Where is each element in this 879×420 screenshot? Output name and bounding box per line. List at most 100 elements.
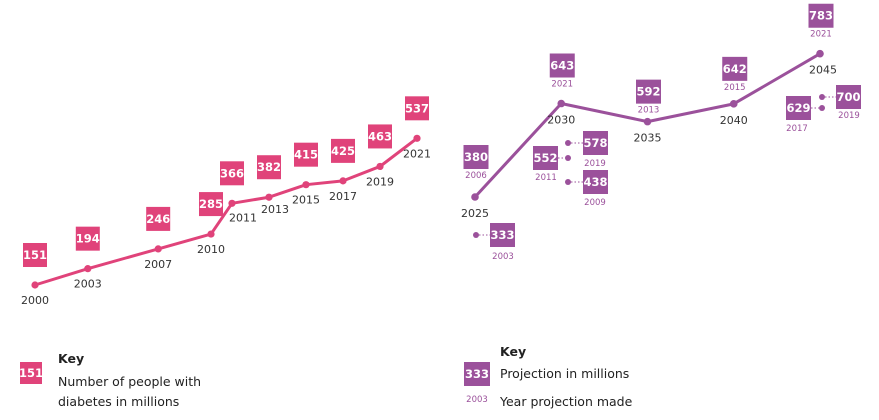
key-sample-year: 2003 [466, 395, 488, 405]
year-label: 2030 [547, 114, 575, 127]
year-label: 2003 [74, 278, 102, 291]
projection-box [490, 223, 515, 247]
data-point [84, 265, 92, 273]
projection-value: 592 [636, 85, 660, 99]
value-label: 151 [23, 248, 47, 262]
key-description-line1: Number of people with [58, 374, 201, 389]
projection-made-year: 2019 [584, 159, 606, 169]
value-label: 246 [146, 212, 170, 226]
year-label: 2007 [144, 258, 172, 271]
projection-box [583, 131, 608, 155]
side-projection-point [565, 155, 571, 161]
data-point [471, 193, 479, 201]
data-point [154, 245, 162, 253]
projection-made-year: 2021 [551, 80, 573, 90]
purple-key: Key 333 2003 Projection in millions Year… [464, 344, 633, 409]
projection-value: 578 [583, 136, 607, 150]
projection-made-year: 2003 [492, 252, 514, 262]
year-label: 2019 [366, 175, 394, 188]
key-sample-value: 151 [19, 366, 43, 380]
projection-value: 629 [786, 101, 810, 115]
data-point [557, 99, 566, 108]
value-label: 366 [220, 166, 244, 180]
side-projection-point [473, 232, 479, 238]
historical-chart: 151 2000 194 2003 246 2007 285 2010 366 2011 382 20… [21, 96, 431, 307]
projection-made-year: 2021 [810, 30, 832, 40]
projection-value: 333 [490, 228, 514, 242]
year-label: 2015 [292, 194, 320, 207]
key-sample-box [464, 362, 490, 386]
value-label: 382 [257, 160, 281, 174]
value-box [331, 138, 355, 163]
value-box [257, 155, 281, 180]
value-box [294, 142, 318, 167]
data-point [643, 117, 652, 126]
value-box [75, 226, 100, 251]
value-label: 463 [368, 129, 392, 143]
projection-box [583, 170, 608, 194]
year-label: 2035 [634, 132, 662, 145]
projection-box [808, 3, 834, 28]
data-point [816, 49, 824, 58]
pink-key: 151 Key Number of people with diabetes i… [19, 351, 201, 409]
key-title: Key [500, 344, 526, 359]
projection-made-year: 2019 [838, 111, 860, 121]
year-label: 2025 [461, 207, 489, 220]
data-point [265, 193, 273, 201]
side-projection-point [565, 179, 571, 185]
projection-value: 643 [550, 59, 574, 73]
projection-made-year: 2013 [638, 106, 660, 116]
data-point [339, 177, 347, 185]
year-label: 2040 [720, 114, 748, 127]
projection-box [786, 96, 811, 120]
key-year-text: Year projection made [499, 394, 633, 409]
projection-made-year: 2011 [535, 173, 557, 183]
projection-made-year: 2009 [584, 198, 606, 208]
projection-value: 380 [464, 150, 488, 164]
key-projection-text: Projection in millions [500, 366, 629, 381]
side-projection-point [819, 105, 825, 111]
value-label: 285 [199, 197, 223, 211]
projection-box [722, 56, 748, 81]
value-box [199, 192, 223, 217]
year-label: 2013 [261, 203, 289, 216]
year-label: 2010 [197, 243, 225, 256]
projection-box [836, 85, 861, 109]
projection-value: 438 [583, 175, 607, 189]
projection-made-year: 2017 [786, 124, 808, 134]
data-point [207, 230, 215, 238]
value-box [220, 161, 244, 186]
value-label: 425 [331, 144, 355, 158]
data-point [228, 199, 236, 207]
projection-value: 552 [533, 151, 557, 165]
value-label: 537 [405, 101, 429, 115]
key-sample-value: 333 [465, 367, 489, 381]
side-projection-point [819, 94, 825, 100]
projection-box [463, 145, 489, 169]
projection-made-year: 2015 [724, 83, 746, 93]
projection-value: 642 [723, 62, 747, 76]
projection-box [533, 146, 558, 170]
year-label: 2045 [809, 64, 837, 77]
historical-line [34, 137, 418, 287]
key-description-line2: diabetes in millions [58, 394, 179, 409]
value-label: 415 [294, 148, 318, 162]
data-point [729, 100, 738, 108]
side-projection-point [565, 140, 571, 146]
value-box [146, 206, 171, 231]
projection-made-year: 2006 [465, 171, 487, 181]
projection-box [549, 53, 575, 78]
key-sample-box [20, 362, 42, 384]
year-label: 2017 [329, 190, 357, 203]
year-label: 2021 [403, 147, 431, 160]
projection-value: 700 [836, 90, 860, 104]
key-title: Key [58, 351, 84, 366]
projection-value: 783 [809, 9, 833, 23]
value-box [405, 96, 429, 121]
projection-chart: 380 2006 2025 643 2021 2030 592 2013 2035 642 2015… [461, 3, 861, 262]
value-label: 194 [76, 232, 100, 246]
data-point [302, 181, 310, 189]
year-label: 2011 [229, 211, 257, 224]
data-point [376, 162, 384, 171]
